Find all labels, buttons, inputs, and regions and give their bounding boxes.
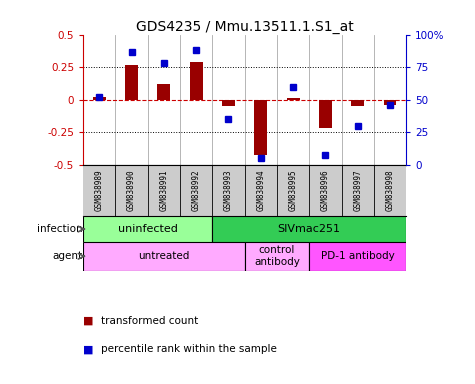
Bar <box>245 242 309 271</box>
Text: uninfected: uninfected <box>118 224 178 234</box>
Text: GSM838991: GSM838991 <box>160 170 168 212</box>
Text: GSM838993: GSM838993 <box>224 170 233 212</box>
Bar <box>222 100 235 106</box>
Text: transformed count: transformed count <box>101 316 199 326</box>
Text: GSM838995: GSM838995 <box>289 170 297 212</box>
Text: GSM838990: GSM838990 <box>127 170 136 212</box>
Text: PD-1 antibody: PD-1 antibody <box>321 251 395 261</box>
Bar <box>212 216 406 242</box>
Bar <box>286 98 300 100</box>
Bar <box>383 100 397 105</box>
Title: GDS4235 / Mmu.13511.1.S1_at: GDS4235 / Mmu.13511.1.S1_at <box>136 20 353 33</box>
Bar <box>125 65 138 100</box>
Text: agent: agent <box>52 251 83 261</box>
Bar <box>190 62 203 100</box>
Text: GSM838997: GSM838997 <box>353 170 362 212</box>
Bar <box>157 84 171 100</box>
Bar <box>319 100 332 129</box>
Bar <box>83 242 245 271</box>
Text: untreated: untreated <box>138 251 190 261</box>
Bar <box>309 242 406 271</box>
Bar <box>254 100 267 154</box>
Text: ■: ■ <box>83 316 94 326</box>
Text: ■: ■ <box>83 344 94 354</box>
Text: infection: infection <box>37 224 83 234</box>
Bar <box>93 97 106 100</box>
Text: GSM838998: GSM838998 <box>386 170 394 212</box>
Bar <box>83 216 212 242</box>
Text: percentile rank within the sample: percentile rank within the sample <box>101 344 277 354</box>
Text: GSM838992: GSM838992 <box>192 170 200 212</box>
Text: GSM838994: GSM838994 <box>256 170 265 212</box>
Text: control
antibody: control antibody <box>254 245 300 267</box>
Text: GSM838996: GSM838996 <box>321 170 330 212</box>
Bar <box>351 100 364 106</box>
Text: GSM838989: GSM838989 <box>95 170 104 212</box>
Text: SIVmac251: SIVmac251 <box>278 224 341 234</box>
